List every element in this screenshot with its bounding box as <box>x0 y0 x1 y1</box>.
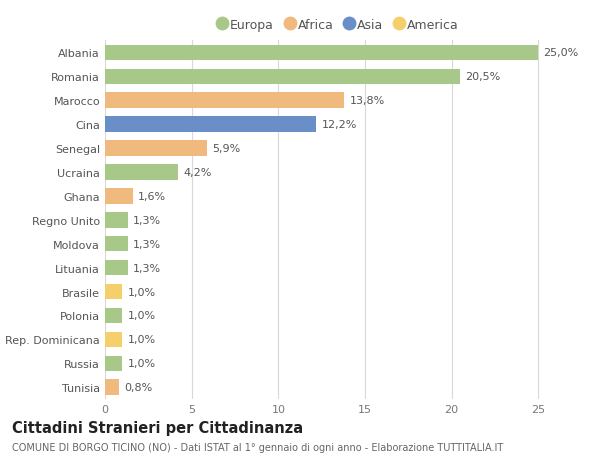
Text: 0,8%: 0,8% <box>124 382 152 392</box>
Text: 1,3%: 1,3% <box>133 215 161 225</box>
Bar <box>105 236 128 252</box>
Text: 12,2%: 12,2% <box>322 120 357 130</box>
Text: 13,8%: 13,8% <box>349 96 385 106</box>
Text: Cittadini Stranieri per Cittadinanza: Cittadini Stranieri per Cittadinanza <box>12 420 303 435</box>
Bar <box>105 356 122 371</box>
Text: 5,9%: 5,9% <box>212 144 241 154</box>
Bar <box>105 380 119 395</box>
Bar <box>105 45 538 61</box>
Legend: Europa, Africa, Asia, America: Europa, Africa, Asia, America <box>219 18 459 32</box>
Text: 4,2%: 4,2% <box>183 168 211 178</box>
Bar <box>105 69 460 85</box>
Text: 1,3%: 1,3% <box>133 263 161 273</box>
Bar <box>105 260 128 276</box>
Text: 1,0%: 1,0% <box>128 287 155 297</box>
Text: 1,0%: 1,0% <box>128 311 155 321</box>
Text: COMUNE DI BORGO TICINO (NO) - Dati ISTAT al 1° gennaio di ogni anno - Elaborazio: COMUNE DI BORGO TICINO (NO) - Dati ISTAT… <box>12 442 503 452</box>
Bar <box>105 213 128 228</box>
Bar <box>105 117 316 133</box>
Bar <box>105 189 133 204</box>
Bar <box>105 332 122 347</box>
Text: 1,3%: 1,3% <box>133 239 161 249</box>
Text: 1,0%: 1,0% <box>128 335 155 345</box>
Text: 1,0%: 1,0% <box>128 358 155 369</box>
Bar <box>105 308 122 324</box>
Bar <box>105 165 178 180</box>
Text: 20,5%: 20,5% <box>466 72 501 82</box>
Text: 1,6%: 1,6% <box>138 191 166 202</box>
Bar <box>105 284 122 300</box>
Bar <box>105 141 207 157</box>
Text: 25,0%: 25,0% <box>544 48 579 58</box>
Bar <box>105 93 344 109</box>
